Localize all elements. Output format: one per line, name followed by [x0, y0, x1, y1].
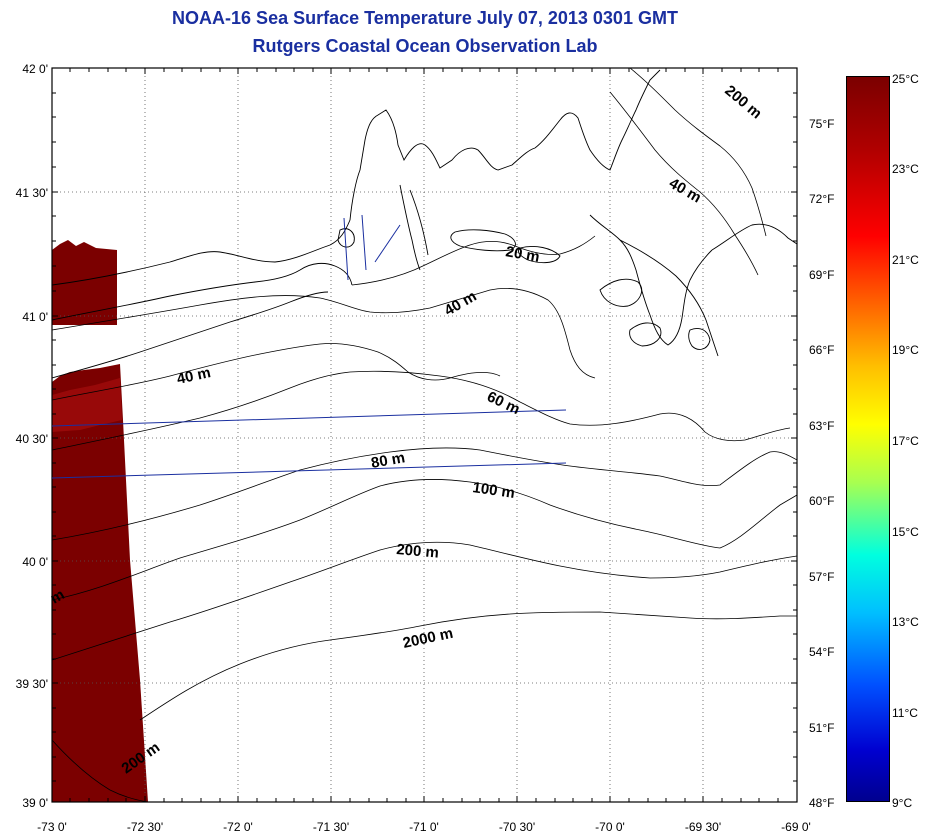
lat-label-39-30: 39 30' [15, 677, 48, 691]
marthas-vineyard [450, 229, 516, 252]
isobath-60m [52, 370, 791, 451]
colorbar-f-60: 60°F [809, 494, 835, 508]
lat-label-39-0: 39 0' [22, 796, 48, 810]
sst-swath-group [52, 240, 148, 802]
block-island [337, 228, 355, 248]
lon-label-71-0: -71 0' [409, 820, 439, 834]
colorbar-c-19: 19°C [892, 343, 919, 357]
sst-swath-upper [52, 240, 117, 325]
isobath-200m [52, 541, 797, 661]
map-frame [51, 67, 798, 803]
outer-coast [711, 223, 797, 251]
coastline-group [52, 69, 797, 379]
shoals-detail-2 [629, 322, 662, 347]
colorbar-f-66: 66°F [809, 343, 835, 357]
isobath-label-40-mid: 40 m [442, 288, 480, 320]
isobath-label-200: 200 m [396, 541, 440, 562]
lon-label-72-30: -72 30' [126, 820, 164, 834]
transect-line-south [51, 462, 567, 479]
rhode-island-coast [534, 69, 661, 171]
connecticut-coast [52, 109, 536, 286]
bay-line-1 [343, 217, 349, 281]
isobath-label-2000: 2000 m [401, 625, 454, 652]
colorbar-c-25: 25°C [892, 72, 919, 86]
shoals-detail-1 [599, 278, 642, 307]
isobath-label-200-top: 200 m [721, 82, 765, 122]
cape-cod [589, 214, 713, 346]
lat-label-41-30: 41 30' [15, 186, 48, 200]
isobath-label-80: 80 m [370, 449, 407, 472]
sst-swath-lower [52, 364, 148, 802]
bay-line-2 [361, 214, 367, 271]
isobath-label-group: 200 m 40 m 20 m 40 m 40 m 60 m 80 m 100 … [48, 82, 765, 777]
colorbar-c-23: 23°C [892, 162, 919, 176]
lon-label-71-30: -71 30' [312, 820, 350, 834]
transect-line-north [51, 409, 567, 427]
monomoy [619, 239, 719, 357]
colorbar-c-17: 17°C [892, 434, 919, 448]
map-title: NOAA-16 Sea Surface Temperature July 07,… [172, 8, 678, 28]
isobath-40m-cape [609, 91, 759, 276]
frame-ticks [51, 68, 797, 802]
transect-group [51, 214, 567, 479]
isobath-40m-a [52, 288, 596, 379]
shoals-detail-3 [688, 328, 711, 350]
isobath-group [52, 68, 797, 802]
colorbar-f-57: 57°F [809, 570, 835, 584]
colorbar-f-48: 48°F [809, 796, 835, 810]
isobath-label-40-li: 40 m [175, 364, 212, 388]
lon-label-70-30: -70 30' [498, 820, 536, 834]
colorbar-c-13: 13°C [892, 615, 919, 629]
colorbar-f-51: 51°F [809, 721, 835, 735]
colorbar-c-11: 11°C [892, 706, 918, 720]
map-subtitle: Rutgers Coastal Ocean Observation Lab [252, 36, 598, 56]
colorbar-f-72: 72°F [809, 192, 835, 206]
isobath-200m-cape [629, 68, 767, 237]
isobath-20m [351, 235, 596, 286]
isobath-40m-b [52, 343, 501, 401]
lat-label-40-30: 40 30' [15, 432, 48, 446]
lon-label-70-0: -70 0' [595, 820, 625, 834]
colorbar-f-69: 69°F [809, 268, 835, 282]
lon-label-69-0: -69 0' [781, 820, 811, 834]
sst-swath-gradient [52, 378, 122, 432]
lat-label-41-0: 41 0' [22, 310, 48, 324]
lat-label-42-0: 42 0' [22, 62, 48, 76]
isobath-2000m [139, 611, 797, 721]
colorbar-f-54: 54°F [809, 645, 835, 659]
isobath-100m [52, 478, 797, 601]
isobath-label-100: 100 m [471, 479, 515, 502]
narragansett-bay [399, 184, 429, 271]
lat-label-40-0: 40 0' [22, 555, 48, 569]
isobath-200m-lower [52, 739, 149, 802]
colorbar-c-9: 9°C [892, 796, 913, 810]
graticule [52, 68, 797, 802]
lon-label-73-0: -73 0' [37, 820, 67, 834]
isobath-80m [52, 447, 797, 541]
colorbar-c-21: 21°C [892, 253, 919, 267]
long-island-north [52, 262, 353, 321]
nantucket [517, 245, 561, 264]
isobath-label-20: 20 m [504, 243, 541, 266]
long-island-south [52, 291, 329, 379]
sst-colorbar [846, 76, 890, 802]
colorbar-f-75: 75°F [809, 117, 835, 131]
lon-label-72-0: -72 0' [223, 820, 253, 834]
colorbar-f-63: 63°F [809, 419, 835, 433]
colorbar-c-15: 15°C [892, 525, 919, 539]
bay-line-3 [374, 224, 401, 263]
lon-label-69-30: -69 30' [684, 820, 722, 834]
